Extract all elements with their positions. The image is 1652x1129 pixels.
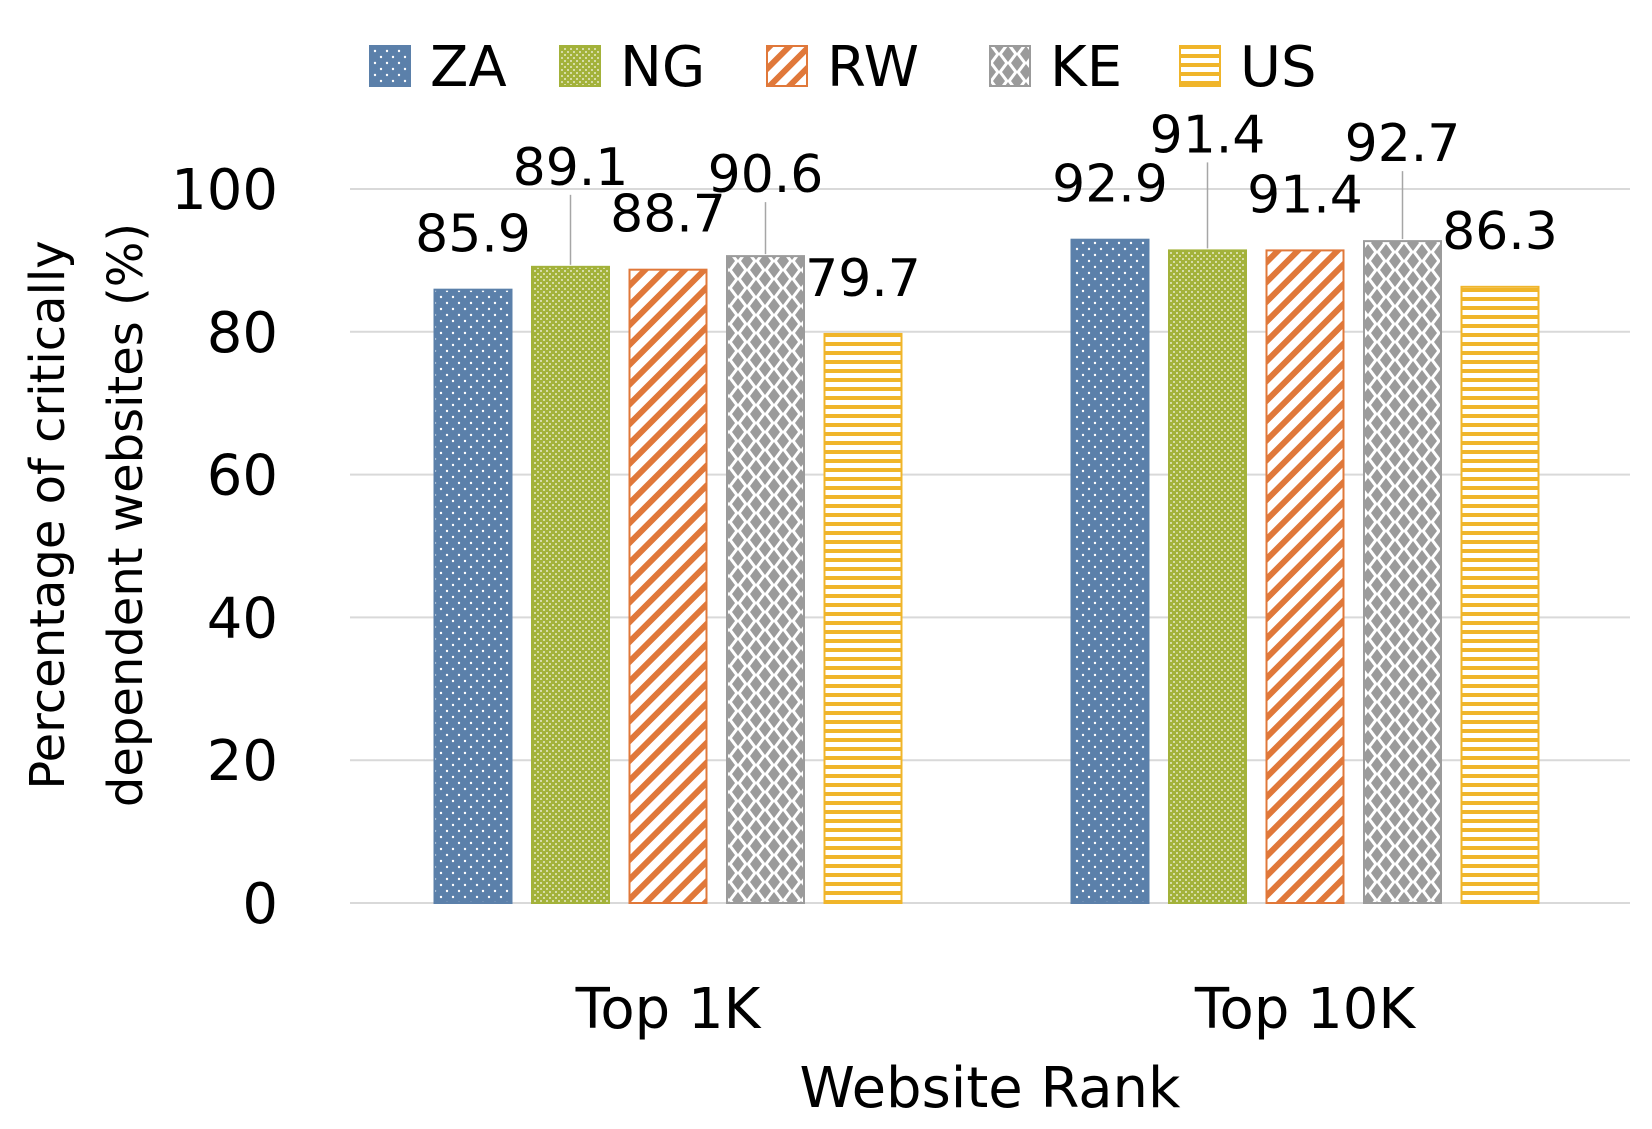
legend-label-za: ZA bbox=[430, 35, 507, 100]
data-label: 92.9 bbox=[1052, 155, 1168, 215]
data-label: 88.7 bbox=[610, 185, 726, 245]
legend-swatch-rw bbox=[766, 45, 808, 87]
x-tick-label: Top 10K bbox=[1194, 977, 1417, 1042]
y-axis-label-line1: Percentage of critically bbox=[20, 240, 76, 789]
legend-label-ng: NG bbox=[620, 35, 705, 100]
y-tick-label: 60 bbox=[207, 444, 278, 509]
bar-ng-0 bbox=[531, 265, 610, 904]
y-tick-label: 20 bbox=[207, 729, 278, 794]
data-label: 92.7 bbox=[1345, 114, 1461, 174]
y-tick-label: 40 bbox=[207, 586, 278, 651]
bar-ng-1 bbox=[1168, 249, 1247, 905]
data-label: 91.4 bbox=[1247, 165, 1363, 225]
bar-us-0 bbox=[823, 332, 903, 904]
legend-swatch-za bbox=[369, 45, 411, 87]
data-labels: 85.989.188.790.679.792.991.491.492.786.3 bbox=[415, 105, 1558, 309]
bar-ke-1 bbox=[1363, 240, 1442, 904]
y-tick-label: 80 bbox=[207, 301, 278, 366]
data-label: 90.6 bbox=[708, 145, 824, 205]
y-tick-label: 0 bbox=[242, 872, 278, 937]
x-axis-label: Website Rank bbox=[800, 1056, 1182, 1121]
legend-label-rw: RW bbox=[827, 35, 919, 100]
legend-swatch-ke bbox=[989, 45, 1031, 87]
data-label: 85.9 bbox=[415, 205, 531, 265]
x-axis-categories: Top 1K Top 10K bbox=[575, 977, 1417, 1042]
bar-za-1 bbox=[1070, 238, 1150, 905]
bar-za-0 bbox=[433, 288, 513, 904]
legend-swatch-us bbox=[1179, 45, 1221, 87]
bar-rw-1 bbox=[1265, 249, 1345, 905]
data-label: 91.4 bbox=[1150, 105, 1266, 165]
y-axis-ticks: 0 20 40 60 80 100 bbox=[171, 158, 278, 937]
x-tick-label: Top 1K bbox=[575, 977, 762, 1042]
legend-swatch-ng bbox=[559, 45, 601, 87]
data-label: 86.3 bbox=[1442, 202, 1558, 262]
legend-label-us: US bbox=[1240, 35, 1317, 100]
bar-ke-0 bbox=[726, 255, 805, 904]
y-axis-label-line2: dependent websites (%) bbox=[98, 223, 154, 807]
legend-label-ke: KE bbox=[1050, 35, 1122, 100]
bars bbox=[433, 238, 1540, 905]
legend: ZA NG RW KE US bbox=[369, 35, 1317, 100]
y-tick-label: 100 bbox=[171, 158, 278, 223]
data-label: 79.7 bbox=[805, 249, 921, 309]
label-leader-lines bbox=[569, 162, 1404, 265]
bar-us-1 bbox=[1460, 285, 1540, 904]
bar-rw-0 bbox=[628, 268, 708, 904]
data-label: 89.1 bbox=[513, 138, 629, 198]
